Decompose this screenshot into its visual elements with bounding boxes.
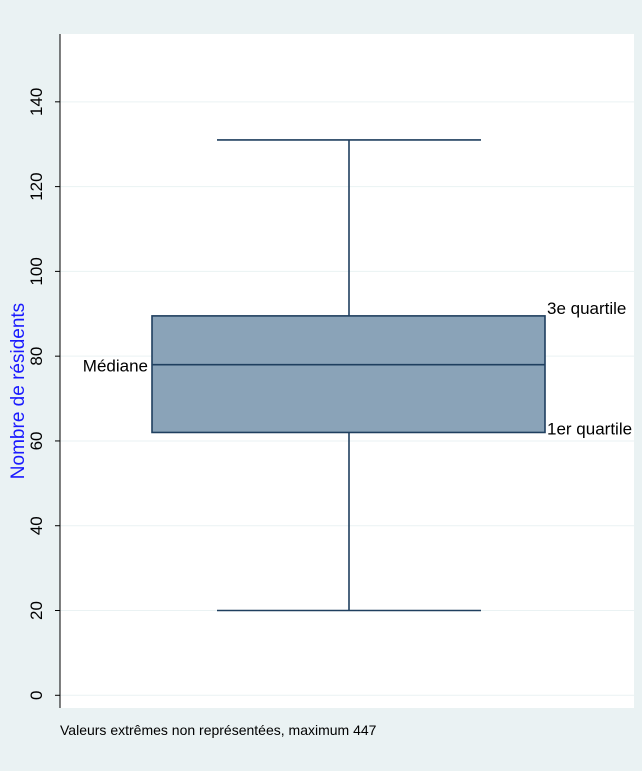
y-tick-label: 120 <box>27 172 46 200</box>
y-axis-label: Nombre de résidents <box>8 303 29 479</box>
q1-annotation: 1er quartile <box>547 419 632 438</box>
y-tick-label: 40 <box>27 516 46 535</box>
q3-annotation: 3e quartile <box>547 299 626 318</box>
y-tick-label: 20 <box>27 601 46 620</box>
y-tick-label: 0 <box>27 691 46 700</box>
y-tick-label: 60 <box>27 431 46 450</box>
y-tick-label: 100 <box>27 257 46 285</box>
median-annotation: Médiane <box>83 357 148 376</box>
y-tick-label: 80 <box>27 347 46 366</box>
y-axis-ticks: 0 20 40 60 80 100 120 140 <box>27 88 60 700</box>
y-tick-label: 140 <box>27 88 46 116</box>
footnote: Valeurs extrêmes non représentées, maxim… <box>60 722 377 738</box>
box-plot <box>151 139 546 612</box>
interquartile-box <box>151 315 546 434</box>
